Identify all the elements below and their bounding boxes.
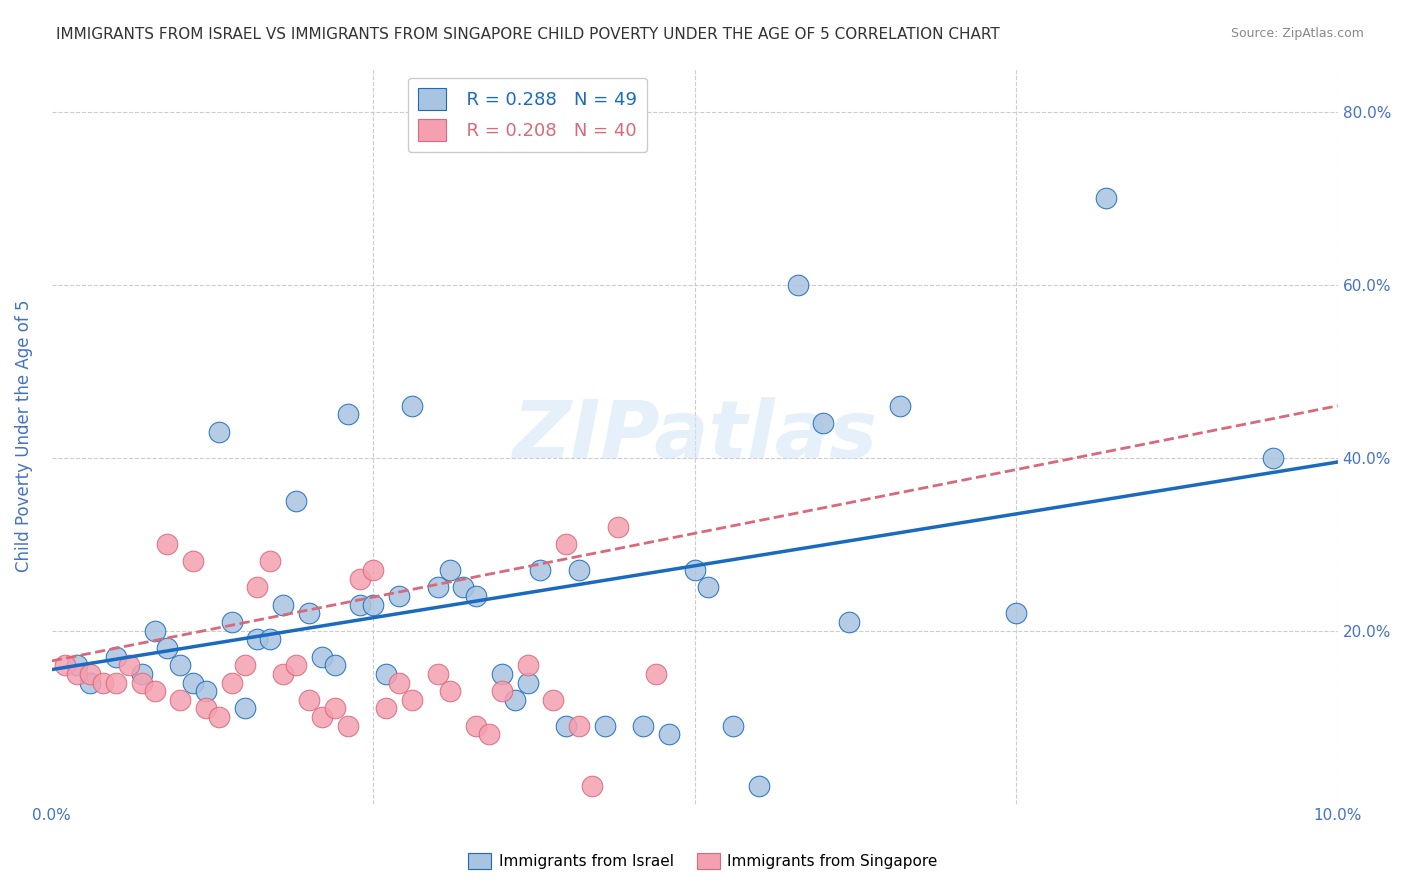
- Point: [838, 615, 860, 629]
- Point: [889, 399, 911, 413]
- Point: [375, 666, 398, 681]
- Point: [593, 719, 616, 733]
- Point: [813, 416, 835, 430]
- Point: [388, 675, 411, 690]
- Point: [195, 701, 218, 715]
- Point: [465, 589, 488, 603]
- Point: [285, 494, 308, 508]
- Point: [529, 563, 551, 577]
- Point: [246, 581, 269, 595]
- Point: [375, 701, 398, 715]
- Point: [748, 780, 770, 794]
- Point: [66, 658, 89, 673]
- Point: [79, 675, 101, 690]
- Point: [169, 693, 191, 707]
- Point: [169, 658, 191, 673]
- Point: [131, 666, 153, 681]
- Point: [221, 675, 243, 690]
- Point: [349, 598, 371, 612]
- Point: [118, 658, 141, 673]
- Point: [143, 624, 166, 638]
- Point: [606, 520, 628, 534]
- Point: [503, 693, 526, 707]
- Point: [633, 719, 655, 733]
- Text: ZIPatlas: ZIPatlas: [512, 397, 877, 475]
- Point: [156, 537, 179, 551]
- Point: [298, 607, 321, 621]
- Point: [426, 666, 449, 681]
- Point: [465, 719, 488, 733]
- Point: [323, 658, 346, 673]
- Point: [323, 701, 346, 715]
- Point: [555, 719, 578, 733]
- Point: [181, 675, 204, 690]
- Point: [79, 666, 101, 681]
- Point: [91, 675, 114, 690]
- Point: [259, 554, 281, 568]
- Point: [311, 649, 333, 664]
- Point: [311, 710, 333, 724]
- Point: [298, 693, 321, 707]
- Point: [516, 675, 538, 690]
- Point: [246, 632, 269, 647]
- Point: [1095, 191, 1118, 205]
- Point: [208, 425, 231, 439]
- Point: [361, 563, 384, 577]
- Point: [439, 563, 461, 577]
- Y-axis label: Child Poverty Under the Age of 5: Child Poverty Under the Age of 5: [15, 300, 32, 573]
- Point: [491, 684, 513, 698]
- Point: [156, 640, 179, 655]
- Point: [233, 658, 256, 673]
- Point: [478, 727, 501, 741]
- Point: [271, 666, 294, 681]
- Point: [1263, 450, 1285, 465]
- Point: [233, 701, 256, 715]
- Text: Source: ZipAtlas.com: Source: ZipAtlas.com: [1230, 27, 1364, 40]
- Point: [723, 719, 745, 733]
- Point: [53, 658, 76, 673]
- Point: [645, 666, 668, 681]
- Point: [361, 598, 384, 612]
- Point: [221, 615, 243, 629]
- Point: [658, 727, 681, 741]
- Point: [451, 581, 474, 595]
- Point: [349, 572, 371, 586]
- Point: [541, 693, 564, 707]
- Point: [439, 684, 461, 698]
- Point: [683, 563, 706, 577]
- Point: [1005, 607, 1028, 621]
- Point: [401, 693, 423, 707]
- Point: [401, 399, 423, 413]
- Point: [66, 666, 89, 681]
- Point: [581, 780, 603, 794]
- Point: [105, 649, 128, 664]
- Point: [426, 581, 449, 595]
- Point: [208, 710, 231, 724]
- Point: [105, 675, 128, 690]
- Point: [131, 675, 153, 690]
- Point: [491, 666, 513, 681]
- Point: [271, 598, 294, 612]
- Legend:   R = 0.288   N = 49,   R = 0.208   N = 40: R = 0.288 N = 49, R = 0.208 N = 40: [408, 78, 647, 153]
- Point: [181, 554, 204, 568]
- Point: [568, 719, 591, 733]
- Point: [336, 719, 359, 733]
- Point: [786, 277, 808, 292]
- Point: [143, 684, 166, 698]
- Point: [696, 581, 718, 595]
- Point: [195, 684, 218, 698]
- Legend: Immigrants from Israel, Immigrants from Singapore: Immigrants from Israel, Immigrants from …: [463, 847, 943, 875]
- Point: [568, 563, 591, 577]
- Point: [285, 658, 308, 673]
- Point: [388, 589, 411, 603]
- Point: [336, 408, 359, 422]
- Point: [555, 537, 578, 551]
- Point: [259, 632, 281, 647]
- Point: [516, 658, 538, 673]
- Text: IMMIGRANTS FROM ISRAEL VS IMMIGRANTS FROM SINGAPORE CHILD POVERTY UNDER THE AGE : IMMIGRANTS FROM ISRAEL VS IMMIGRANTS FRO…: [56, 27, 1000, 42]
